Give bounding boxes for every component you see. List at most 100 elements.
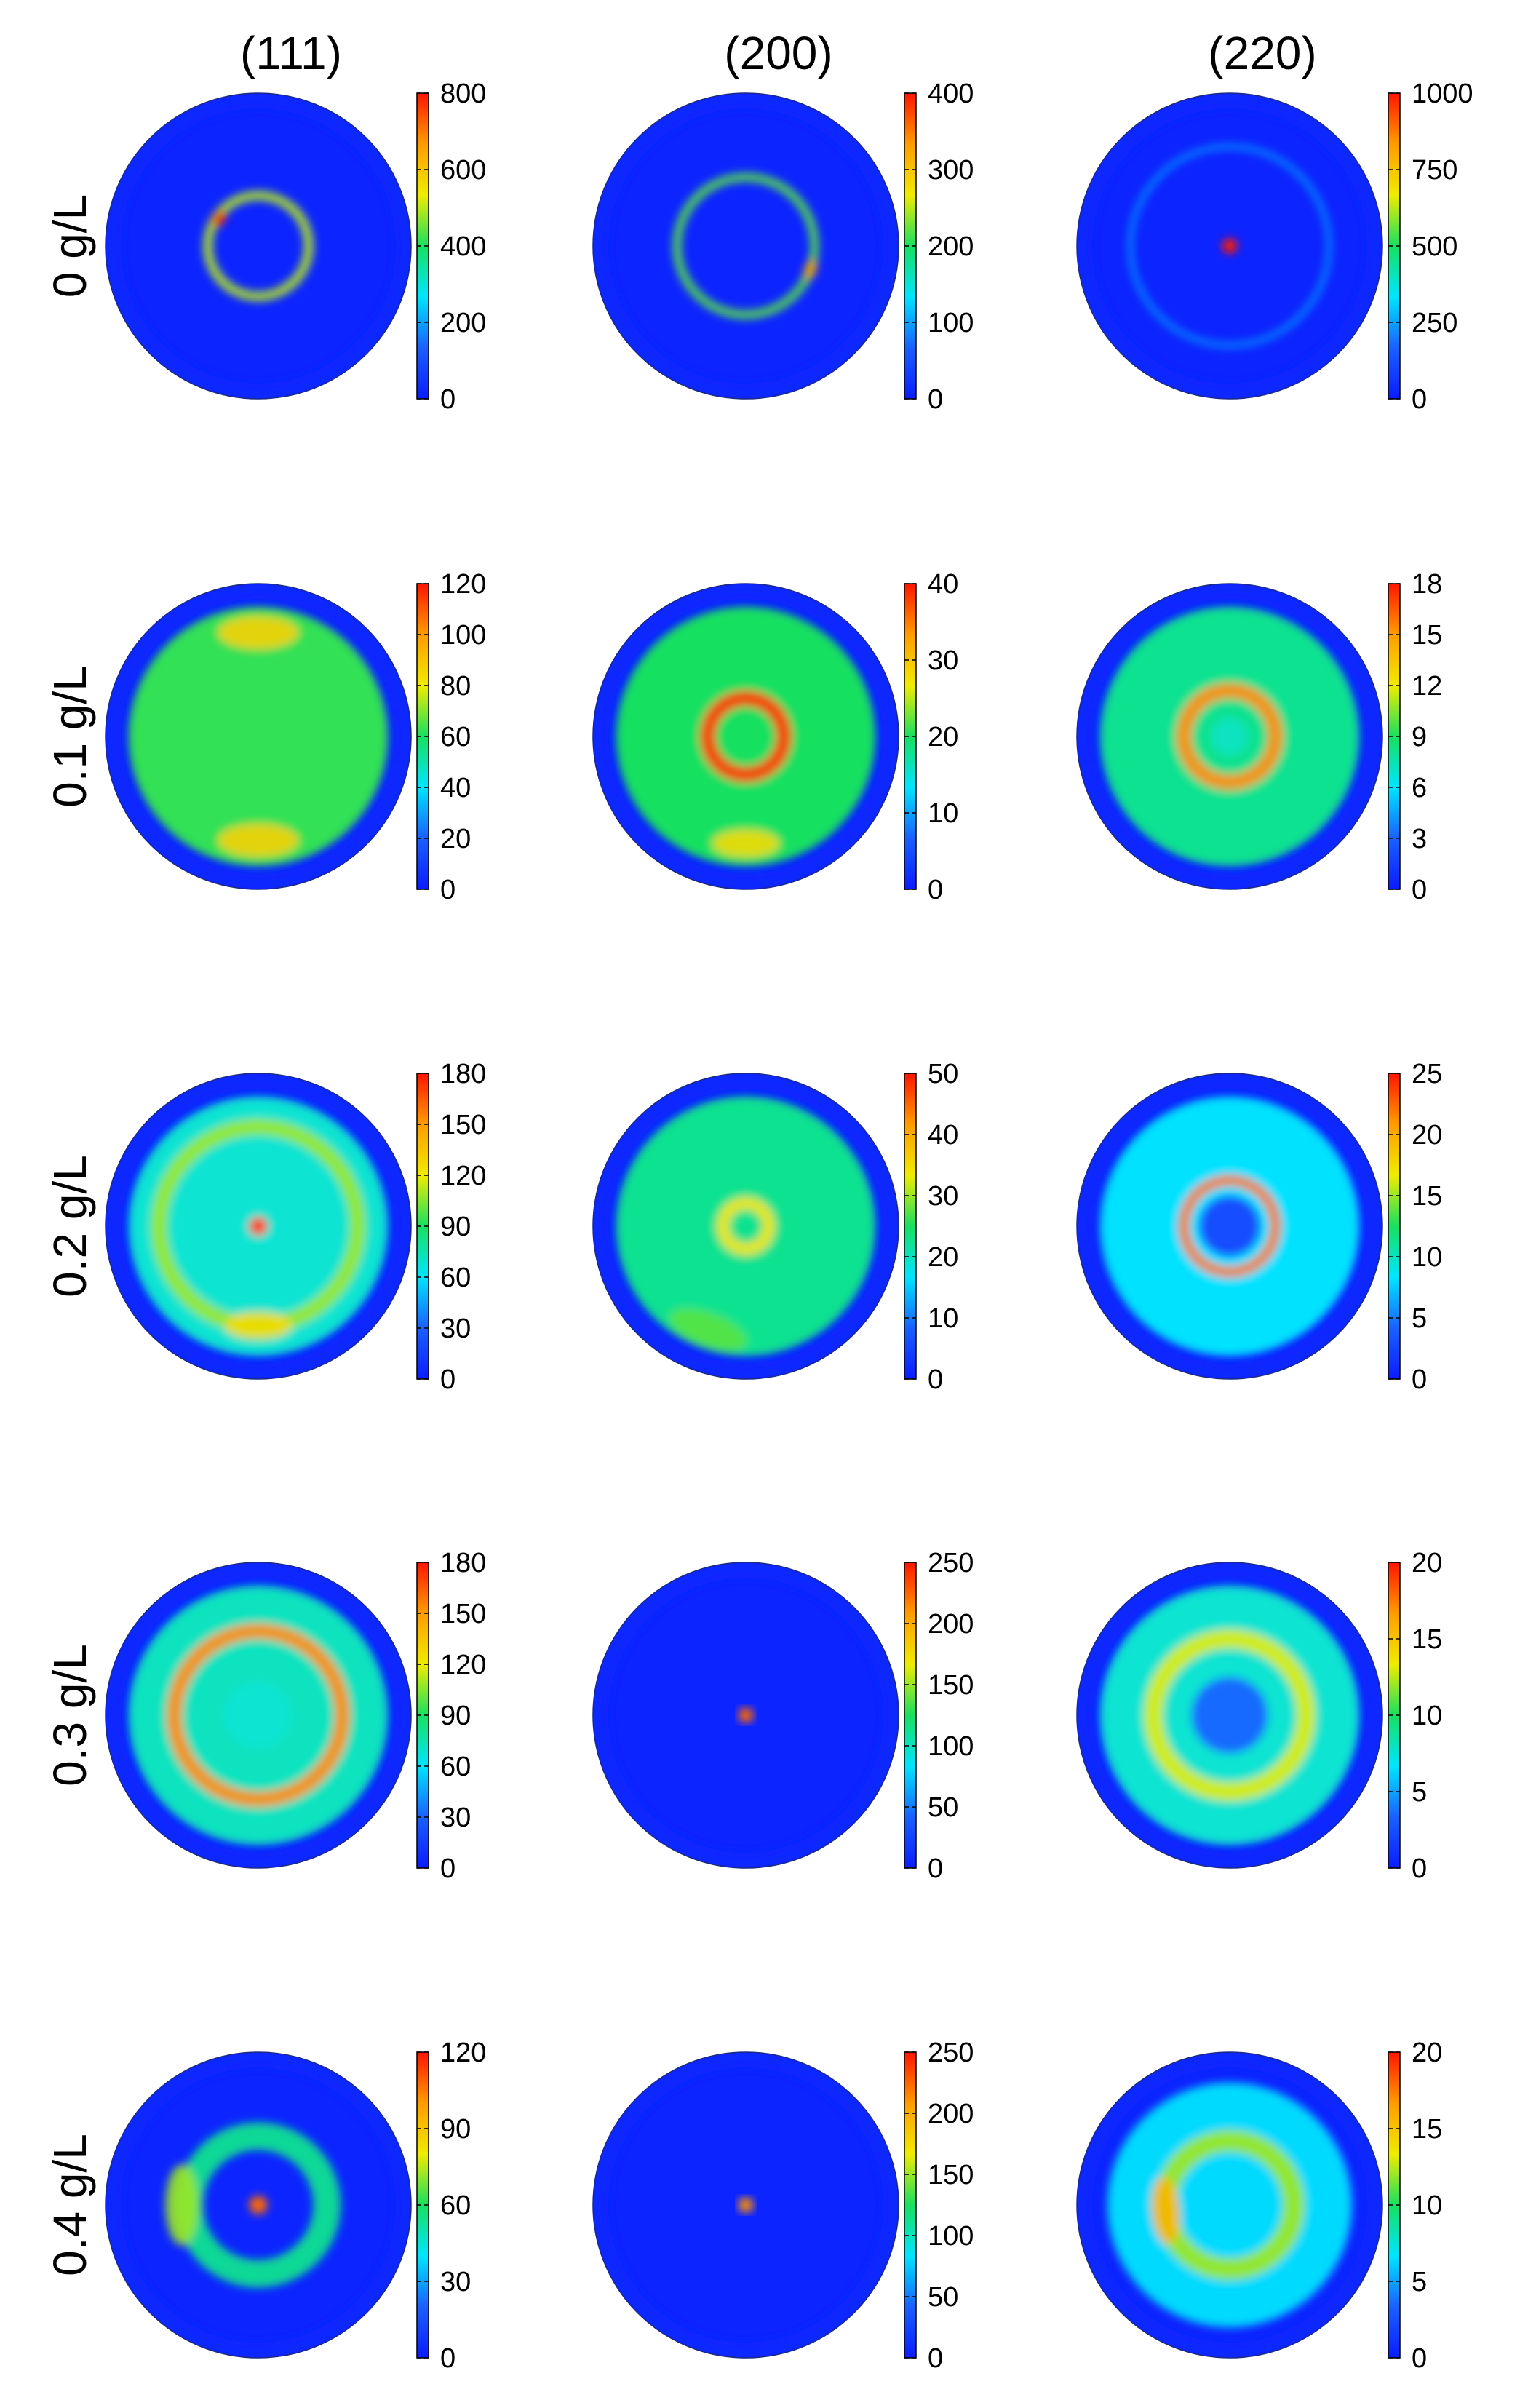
pole-figure-panel: 18 15 12 9 6 3 0 [1076, 569, 1442, 905]
pole-figure-disk [106, 93, 411, 399]
intensity-ring [1128, 144, 1332, 348]
colorbar-tick-label: 60 [440, 722, 471, 752]
colorbar-tick-label: 750 [1412, 155, 1457, 186]
center-intensity [128, 606, 389, 867]
row-label: 0 g/L [44, 194, 96, 298]
intensity-ring [203, 191, 314, 301]
row-label: 0.4 g/L [44, 2134, 96, 2276]
center-intensity [738, 1707, 754, 1723]
colorbar [904, 1073, 917, 1380]
pole-figure-panel: 120 100 80 60 40 20 0 [105, 569, 486, 905]
pole-figure-panel: 20 15 10 5 0 [1076, 2038, 1442, 2374]
colorbar-tick-label: 0 [928, 875, 943, 905]
center-intensity [616, 606, 876, 867]
disk-rim [1077, 584, 1382, 889]
disk-rim [1077, 1562, 1382, 1868]
pole-figure-panel: 180 150 120 90 60 30 0 [105, 1059, 486, 1395]
intensity-ring [1176, 683, 1284, 790]
colorbar-tick-label: 180 [440, 1548, 486, 1578]
disk-outline [592, 1073, 899, 1380]
colorbar-tick-label: 90 [440, 1212, 471, 1242]
colorbar-tick-label: 10 [928, 798, 958, 829]
intensity-hotspot [712, 830, 780, 857]
colorbar-tick-label: 0 [440, 1364, 455, 1395]
pole-figure-panel: 400 300 200 100 0 [592, 79, 974, 415]
disk-rim [1077, 2052, 1382, 2358]
colorbar-tick-label: 200 [928, 2099, 974, 2129]
disk-outline [1076, 583, 1383, 890]
center-intensity [1211, 718, 1249, 755]
colorbar-tick-label: 20 [928, 722, 958, 752]
column-header: (111) [240, 27, 342, 79]
colorbar-tick-label: 100 [928, 308, 974, 338]
colorbar-tick-label: 120 [440, 2038, 486, 2068]
disk-rim [106, 93, 411, 399]
colorbar-tick-label: 0 [440, 875, 455, 905]
colorbar-tick-label: 18 [1412, 569, 1442, 600]
colorbar-tick-label: 500 [1412, 231, 1457, 262]
colorbar-tick-label: 90 [440, 2114, 471, 2145]
colorbar-tick-label: 0 [440, 384, 455, 415]
colorbar-tick-label: 30 [440, 1314, 471, 1344]
colorbar-tick-label: 40 [928, 569, 958, 600]
pole-figure-panel: 20 15 10 5 0 [1076, 1548, 1442, 1884]
colorbar-tick-label: 6 [1412, 773, 1427, 803]
colorbar-tick-label: 20 [1412, 1120, 1442, 1151]
disk-outline [105, 1073, 412, 1380]
intensity-hotspot [165, 2164, 199, 2246]
pole-figure-panel: 1000 750 500 250 0 [1076, 79, 1473, 415]
colorbar-tick-label: 250 [928, 2038, 974, 2068]
disk-rim [1077, 1073, 1382, 1379]
row-labels: 0 g/L 0.1 g/L 0.2 g/L 0.3 g/L 0.4 g/L [44, 194, 96, 2276]
colorbar-tick-label: 300 [928, 155, 974, 186]
intensity-hotspot [212, 210, 227, 227]
colorbar-tick-label: 400 [440, 231, 486, 262]
pole-figure-panel: 180 150 120 90 60 30 0 [105, 1548, 486, 1884]
intensity-hotspot [218, 824, 299, 857]
colorbar-tick-label: 200 [928, 1609, 974, 1640]
colorbar-tick-label: 150 [440, 1110, 486, 1140]
colorbar-tick-label: 60 [440, 1263, 471, 1293]
colorbar-tick-label: 250 [1412, 308, 1457, 338]
colorbar-tick-label: 9 [1412, 722, 1427, 752]
colorbar-tick-label: 400 [928, 79, 974, 109]
colorbar-tick-label: 20 [440, 824, 471, 854]
disk-outline [105, 583, 412, 890]
intensity-ring [167, 1624, 350, 1807]
colorbar-tick-label: 50 [928, 2282, 958, 2313]
center-intensity [1107, 2083, 1352, 2327]
disk-outline [1076, 92, 1383, 400]
intensity-hotspot [218, 616, 299, 649]
colorbar-tick-label: 150 [440, 1599, 486, 1629]
center-intensity [224, 1681, 293, 1749]
colorbar-tick-label: 15 [1412, 2114, 1442, 2145]
colorbar-tick-label: 120 [440, 569, 486, 600]
disk-rim [593, 584, 899, 889]
disk-outline [592, 583, 899, 890]
pole-figure-panel: 250 200 150 100 50 0 [592, 2038, 974, 2374]
disk-outline [105, 92, 412, 400]
colorbar-tick-label: 250 [928, 1548, 974, 1578]
colorbar-tick-label: 15 [1412, 620, 1442, 651]
colorbar-tick-label: 100 [928, 1731, 974, 1762]
disk-rim [1077, 93, 1382, 399]
intensity-ring [1178, 1175, 1281, 1278]
disk-outline [592, 2051, 899, 2359]
disk-rim [106, 1562, 411, 1868]
column-header: (200) [724, 27, 832, 79]
pole-figure-panel: 25 20 15 10 5 0 [1076, 1059, 1442, 1395]
colorbar-tick-label: 25 [1412, 1059, 1442, 1089]
column-headers: (111) (200) (220) [240, 27, 1317, 79]
colorbar-tick-label: 200 [928, 231, 974, 262]
colorbar-tick-label: 50 [928, 1792, 958, 1823]
disk-rim [593, 1562, 899, 1868]
colorbar-tick-label: 0 [928, 384, 943, 415]
colorbar-tick-label: 60 [440, 1752, 471, 1782]
pole-figure-panel: 40 30 20 10 0 [592, 569, 958, 905]
disk-outline [592, 1562, 899, 1869]
colorbar-tick-label: 20 [928, 1242, 958, 1273]
colorbar-tick-label: 150 [928, 2160, 974, 2190]
center-intensity [1191, 1677, 1268, 1754]
colorbar-tick-label: 30 [440, 1803, 471, 1833]
colorbar-tick-label: 80 [440, 671, 471, 702]
